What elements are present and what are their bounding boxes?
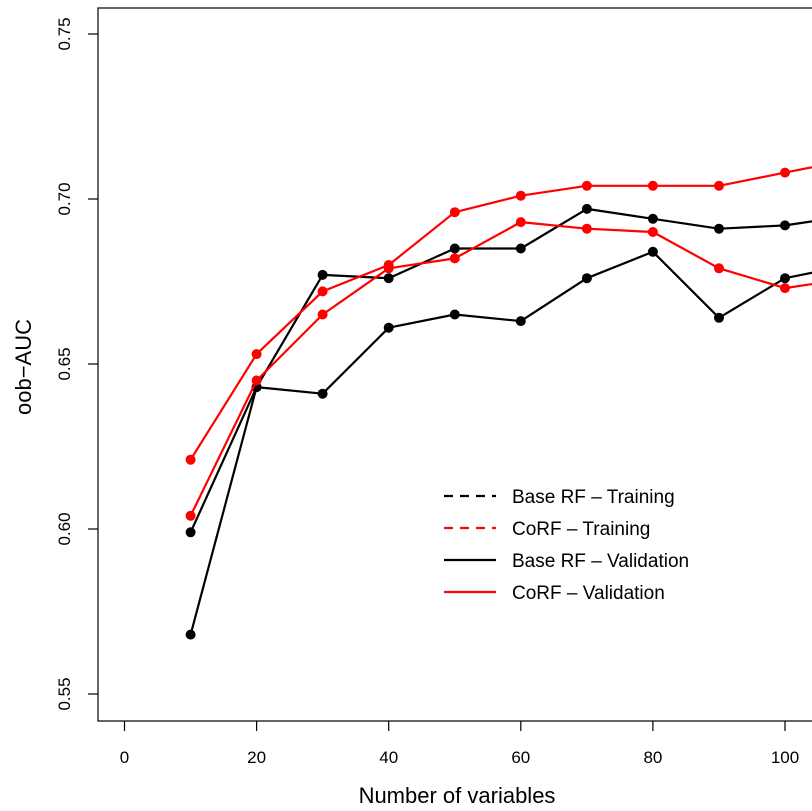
x-tick-label: 80 — [643, 748, 662, 767]
data-point — [317, 388, 328, 399]
data-point — [515, 316, 526, 327]
data-point — [185, 629, 196, 640]
y-tick-label: 0.75 — [55, 17, 74, 50]
data-point — [581, 203, 592, 214]
data-point — [185, 454, 196, 465]
data-point — [449, 253, 460, 264]
x-axis-label: Number of variables — [359, 783, 556, 808]
data-point — [515, 217, 526, 228]
data-point — [647, 246, 658, 257]
data-point — [581, 273, 592, 284]
data-point — [780, 167, 790, 178]
series-line-1 — [189, 207, 812, 533]
data-point — [317, 269, 328, 280]
series-line-2 — [189, 250, 812, 635]
data-point — [780, 220, 790, 231]
data-point — [449, 309, 460, 320]
series-layer — [185, 166, 812, 640]
data-point — [251, 349, 262, 360]
data-point — [449, 207, 460, 218]
legend-label-1: Base RF – Training — [512, 487, 675, 508]
plot-frame — [97, 7, 812, 722]
data-point — [317, 309, 328, 320]
data-point — [780, 273, 790, 284]
data-point — [714, 263, 724, 274]
y-axis-label: oob−AUC — [11, 319, 36, 415]
y-tick-label: 0.55 — [55, 677, 74, 710]
data-point — [714, 180, 724, 191]
data-point — [317, 286, 328, 297]
series-line-3 — [189, 166, 812, 461]
data-point — [515, 243, 526, 254]
legend-label-4: CoRF – Validation — [512, 583, 665, 604]
x-tick-label: 100 — [771, 748, 799, 767]
x-tick-label: 0 — [120, 748, 129, 767]
data-point — [449, 243, 460, 254]
legend-label-2: CoRF – Training — [512, 519, 650, 540]
data-point — [647, 213, 658, 224]
y-tick-label: 0.65 — [55, 347, 74, 380]
x-tick-label: 60 — [511, 748, 530, 767]
data-point — [581, 180, 592, 191]
data-point — [185, 527, 196, 538]
x-tick-label: 40 — [379, 748, 398, 767]
data-point — [780, 283, 790, 294]
data-point — [714, 312, 724, 323]
y-tick-label: 0.70 — [55, 182, 74, 215]
x-tick-label: 20 — [247, 748, 266, 767]
data-point — [647, 180, 658, 191]
data-point — [581, 223, 592, 234]
data-point — [383, 322, 394, 333]
legend: Base RF – Training CoRF – Training Base RF… — [444, 487, 689, 604]
axes-layer: 0 20 40 60 80 100 0.55 0.60 0.65 0.70 0.75 — [55, 7, 812, 767]
legend-label-3: Base RF – Validation — [512, 551, 689, 572]
data-point — [383, 263, 394, 274]
data-point — [515, 190, 526, 201]
y-tick-label: 0.60 — [55, 512, 74, 545]
data-point — [383, 273, 394, 284]
data-point — [251, 375, 262, 386]
data-point — [714, 223, 724, 234]
data-point — [185, 510, 196, 521]
data-point — [647, 227, 658, 237]
